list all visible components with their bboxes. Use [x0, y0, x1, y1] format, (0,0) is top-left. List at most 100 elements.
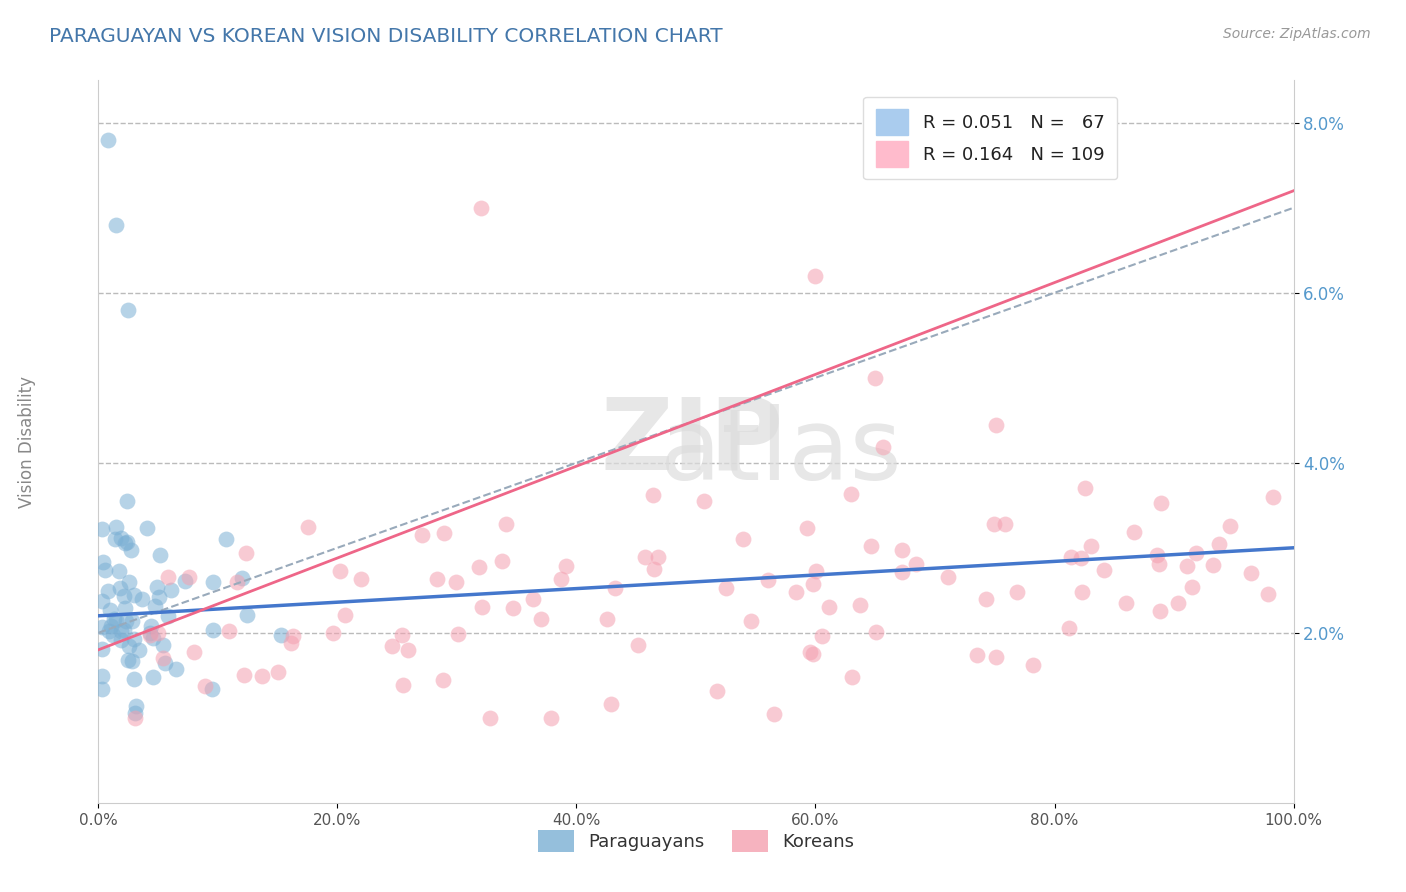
- Point: [231, 571, 253, 585]
- Point: [152, 638, 174, 652]
- Point: [391, 628, 413, 642]
- Point: [716, 582, 738, 596]
- Point: [146, 626, 169, 640]
- Point: [529, 612, 551, 626]
- Point: [194, 679, 217, 693]
- Point: [804, 268, 827, 283]
- Point: [91, 555, 114, 569]
- Point: [174, 574, 197, 589]
- Point: [115, 535, 138, 549]
- Point: [804, 564, 827, 578]
- Point: [202, 575, 225, 590]
- Point: [1149, 495, 1171, 509]
- Point: [799, 645, 821, 659]
- Point: [335, 607, 357, 622]
- Point: [135, 521, 157, 535]
- Point: [762, 706, 785, 721]
- Point: [1071, 585, 1094, 599]
- Point: [801, 576, 824, 591]
- Point: [1240, 566, 1263, 580]
- Point: [865, 371, 887, 385]
- Point: [890, 542, 912, 557]
- Point: [131, 591, 153, 606]
- Point: [202, 624, 225, 638]
- Point: [1115, 596, 1137, 610]
- Point: [411, 528, 433, 542]
- Point: [426, 572, 449, 586]
- Point: [91, 522, 114, 536]
- Point: [114, 600, 136, 615]
- Point: [818, 599, 841, 614]
- Point: [108, 565, 131, 579]
- Point: [740, 614, 762, 628]
- Point: [97, 133, 120, 147]
- Point: [841, 670, 863, 684]
- Point: [599, 698, 621, 712]
- Point: [215, 532, 238, 546]
- Point: [1181, 580, 1204, 594]
- Point: [122, 632, 145, 647]
- Point: [146, 580, 169, 594]
- Point: [392, 678, 415, 692]
- Point: [177, 570, 200, 584]
- Point: [110, 624, 132, 639]
- Point: [91, 641, 114, 656]
- Point: [1092, 563, 1115, 577]
- Point: [117, 302, 139, 317]
- Point: [139, 628, 162, 642]
- Y-axis label: Vision Disability: Vision Disability: [18, 376, 37, 508]
- Point: [117, 653, 139, 667]
- Point: [1149, 604, 1171, 618]
- Point: [103, 628, 125, 642]
- Point: [1175, 558, 1198, 573]
- Point: [350, 572, 373, 586]
- Text: Source: ZipAtlas.com: Source: ZipAtlas.com: [1223, 27, 1371, 41]
- Point: [468, 560, 491, 574]
- Point: [433, 525, 456, 540]
- Point: [1122, 524, 1144, 539]
- Text: atlas: atlas: [661, 404, 901, 501]
- Point: [94, 563, 117, 577]
- Text: PARAGUAYAN VS KOREAN VISION DISABILITY CORRELATION CHART: PARAGUAYAN VS KOREAN VISION DISABILITY C…: [49, 27, 723, 45]
- Point: [226, 574, 249, 589]
- Point: [159, 583, 181, 598]
- Point: [1167, 596, 1189, 610]
- Point: [984, 649, 1007, 664]
- Point: [108, 581, 131, 595]
- Point: [1185, 545, 1208, 559]
- Point: [122, 588, 145, 602]
- Point: [785, 584, 807, 599]
- Point: [643, 562, 665, 576]
- Point: [329, 564, 352, 578]
- Point: [1219, 519, 1241, 533]
- Point: [693, 493, 716, 508]
- Point: [627, 639, 650, 653]
- Point: [141, 619, 163, 633]
- Point: [100, 618, 122, 632]
- Point: [495, 516, 517, 531]
- Point: [839, 487, 862, 501]
- Point: [647, 549, 669, 564]
- Point: [120, 542, 142, 557]
- Point: [115, 614, 138, 628]
- Point: [796, 521, 818, 535]
- Point: [105, 218, 128, 232]
- Point: [731, 532, 754, 546]
- Point: [891, 565, 914, 579]
- Point: [280, 636, 302, 650]
- Point: [117, 639, 139, 653]
- Point: [706, 684, 728, 698]
- Point: [91, 593, 114, 607]
- Point: [641, 487, 664, 501]
- Point: [125, 699, 148, 714]
- Point: [121, 654, 143, 668]
- Point: [974, 592, 997, 607]
- Point: [470, 201, 492, 215]
- Point: [811, 629, 834, 643]
- Point: [91, 669, 114, 683]
- Point: [1060, 550, 1083, 565]
- Point: [148, 590, 170, 604]
- Point: [444, 574, 467, 589]
- Point: [118, 574, 141, 589]
- Point: [872, 440, 894, 454]
